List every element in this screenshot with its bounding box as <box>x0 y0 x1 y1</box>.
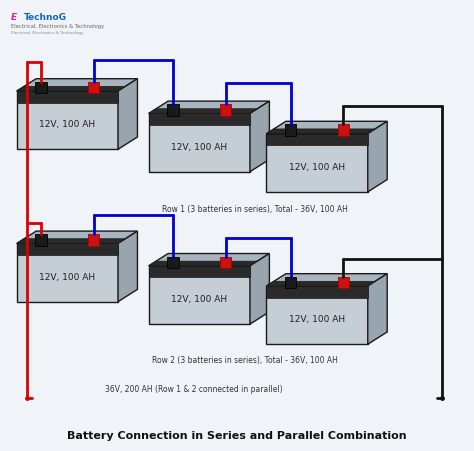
Bar <box>17 244 118 255</box>
Bar <box>17 91 118 103</box>
Bar <box>338 124 349 136</box>
Text: 12V, 100 AH: 12V, 100 AH <box>39 120 95 129</box>
Polygon shape <box>149 109 257 114</box>
Polygon shape <box>17 239 126 244</box>
Bar <box>149 114 250 125</box>
Bar <box>266 133 368 192</box>
Polygon shape <box>118 79 137 149</box>
Polygon shape <box>149 253 269 266</box>
Bar <box>338 276 349 288</box>
Bar <box>36 82 46 93</box>
Polygon shape <box>250 253 269 324</box>
Bar <box>149 114 250 172</box>
Polygon shape <box>368 274 387 344</box>
Bar <box>266 133 368 145</box>
Text: Row 1 (3 batteries in series), Total - 36V, 100 AH: Row 1 (3 batteries in series), Total - 3… <box>162 205 347 214</box>
Text: 36V, 200 AH (Row 1 & 2 connected in parallel): 36V, 200 AH (Row 1 & 2 connected in para… <box>105 385 283 394</box>
Text: Electrical, Electronics & Technology: Electrical, Electronics & Technology <box>11 24 104 29</box>
Text: Row 2 (3 batteries in series), Total - 36V, 100 AH: Row 2 (3 batteries in series), Total - 3… <box>152 356 338 365</box>
Bar <box>36 234 46 246</box>
Polygon shape <box>266 274 387 286</box>
Text: TechnoG: TechnoG <box>24 13 67 22</box>
Polygon shape <box>266 281 375 286</box>
Text: 12V, 100 AH: 12V, 100 AH <box>171 295 228 304</box>
Polygon shape <box>266 121 387 133</box>
Text: 12V, 100 AH: 12V, 100 AH <box>289 315 345 324</box>
Bar <box>266 286 368 298</box>
Text: 12V, 100 AH: 12V, 100 AH <box>171 143 228 152</box>
Bar <box>88 82 99 93</box>
Bar <box>17 244 118 302</box>
Polygon shape <box>17 231 137 244</box>
Text: E: E <box>11 13 17 22</box>
Bar <box>220 104 231 116</box>
Bar <box>167 257 179 268</box>
Polygon shape <box>17 86 126 91</box>
Text: 12V, 100 AH: 12V, 100 AH <box>289 163 345 172</box>
Polygon shape <box>118 231 137 302</box>
Text: Electrical, Electronics & Technology: Electrical, Electronics & Technology <box>11 31 83 35</box>
Polygon shape <box>17 79 137 91</box>
Bar <box>266 286 368 344</box>
Bar <box>285 124 296 136</box>
Bar <box>167 104 179 116</box>
Polygon shape <box>250 101 269 172</box>
Bar <box>285 276 296 288</box>
Bar <box>220 257 231 268</box>
Polygon shape <box>266 129 375 133</box>
Bar <box>149 266 250 324</box>
Bar <box>149 266 250 277</box>
Bar <box>88 234 99 246</box>
Bar <box>17 91 118 149</box>
Text: 12V, 100 AH: 12V, 100 AH <box>39 273 95 282</box>
Polygon shape <box>368 121 387 192</box>
Polygon shape <box>149 101 269 114</box>
Text: Battery Connection in Series and Parallel Combination: Battery Connection in Series and Paralle… <box>67 431 407 441</box>
Polygon shape <box>149 261 257 266</box>
